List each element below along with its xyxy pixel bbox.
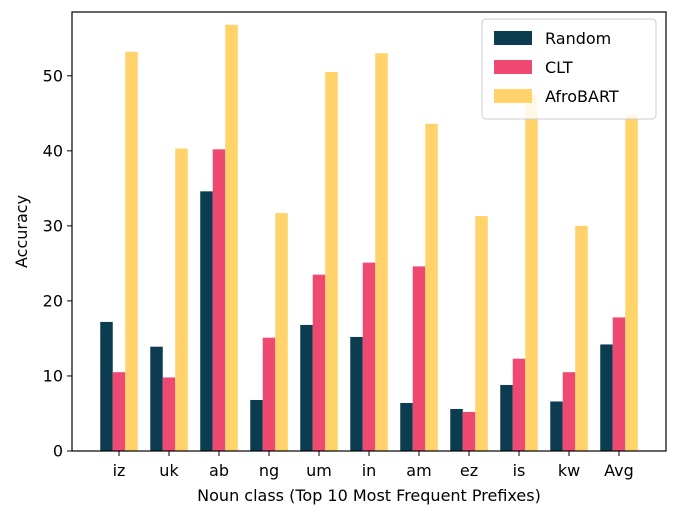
y-axis: 0 10 20 30 40 50 bbox=[43, 66, 72, 461]
x-tick-label: um bbox=[306, 461, 332, 480]
y-tick-label: 10 bbox=[43, 366, 63, 385]
bar-afrobart-avg bbox=[625, 114, 638, 451]
bar-clt-in bbox=[362, 262, 376, 451]
x-axis-label: Noun class (Top 10 Most Frequent Prefixe… bbox=[197, 486, 541, 505]
bar-clt-ez bbox=[462, 411, 476, 451]
legend-label-clt: CLT bbox=[545, 58, 573, 77]
bar-clt-uk bbox=[162, 377, 176, 451]
legend: Random CLT AfroBART bbox=[481, 18, 657, 120]
x-tick-label: iz bbox=[113, 461, 126, 480]
bar-random-is bbox=[500, 384, 513, 451]
bar-afrobart-is bbox=[525, 93, 538, 452]
bar-afrobart-iz bbox=[125, 51, 138, 452]
bar-afrobart-uk bbox=[175, 148, 188, 451]
bar-random-kw bbox=[550, 401, 563, 451]
x-tick-label: ng bbox=[259, 461, 279, 480]
bar-random-um bbox=[300, 324, 313, 451]
x-tick-label: Avg bbox=[604, 461, 634, 480]
y-tick-label: 30 bbox=[43, 216, 63, 235]
legend-label-afrobart: AfroBART bbox=[545, 87, 619, 106]
bar-afrobart-ez bbox=[475, 216, 488, 451]
legend-swatch-random bbox=[494, 31, 532, 45]
legend-label-random: Random bbox=[545, 29, 611, 48]
bar-afrobart-um bbox=[325, 72, 338, 451]
bar-random-ez bbox=[450, 408, 463, 451]
bar-clt-kw bbox=[562, 372, 576, 451]
bar-clt-am bbox=[412, 266, 426, 451]
bar-afrobart-ng bbox=[275, 213, 288, 451]
y-tick-label: 40 bbox=[43, 141, 63, 160]
bar-clt-um bbox=[312, 274, 326, 451]
y-tick-label: 50 bbox=[43, 66, 63, 85]
legend-swatch-afrobart bbox=[494, 89, 532, 103]
bar-afrobart-am bbox=[425, 123, 438, 451]
bar-clt-ab bbox=[212, 149, 226, 451]
bar-afrobart-kw bbox=[575, 225, 588, 451]
bar-random-am bbox=[400, 402, 413, 451]
y-axis-label: Accuracy bbox=[12, 195, 31, 268]
bar-clt-avg bbox=[612, 317, 626, 451]
y-tick-label: 20 bbox=[43, 291, 63, 310]
bar-afrobart-ab bbox=[225, 24, 238, 451]
bar-random-ab bbox=[200, 191, 213, 451]
bars-group bbox=[100, 24, 638, 452]
x-tick-label: kw bbox=[558, 461, 580, 480]
bar-afrobart-in bbox=[375, 53, 388, 452]
bar-random-uk bbox=[150, 346, 163, 451]
bar-clt-iz bbox=[112, 372, 126, 451]
x-axis: iz uk ab ng um in am ez is kw Avg bbox=[113, 451, 634, 480]
bar-random-avg bbox=[600, 344, 613, 451]
x-tick-label: is bbox=[513, 461, 526, 480]
bar-clt-is bbox=[512, 358, 526, 451]
bar-clt-ng bbox=[262, 337, 276, 451]
x-tick-label: am bbox=[406, 461, 431, 480]
legend-swatch-clt bbox=[494, 60, 532, 74]
bar-random-iz bbox=[100, 321, 113, 451]
x-tick-label: ez bbox=[460, 461, 478, 480]
bar-random-ng bbox=[250, 399, 263, 451]
y-tick-label: 0 bbox=[53, 442, 63, 461]
x-tick-label: in bbox=[362, 461, 377, 480]
bar-random-in bbox=[350, 336, 363, 451]
x-tick-label: uk bbox=[159, 461, 179, 480]
x-tick-label: ab bbox=[209, 461, 229, 480]
